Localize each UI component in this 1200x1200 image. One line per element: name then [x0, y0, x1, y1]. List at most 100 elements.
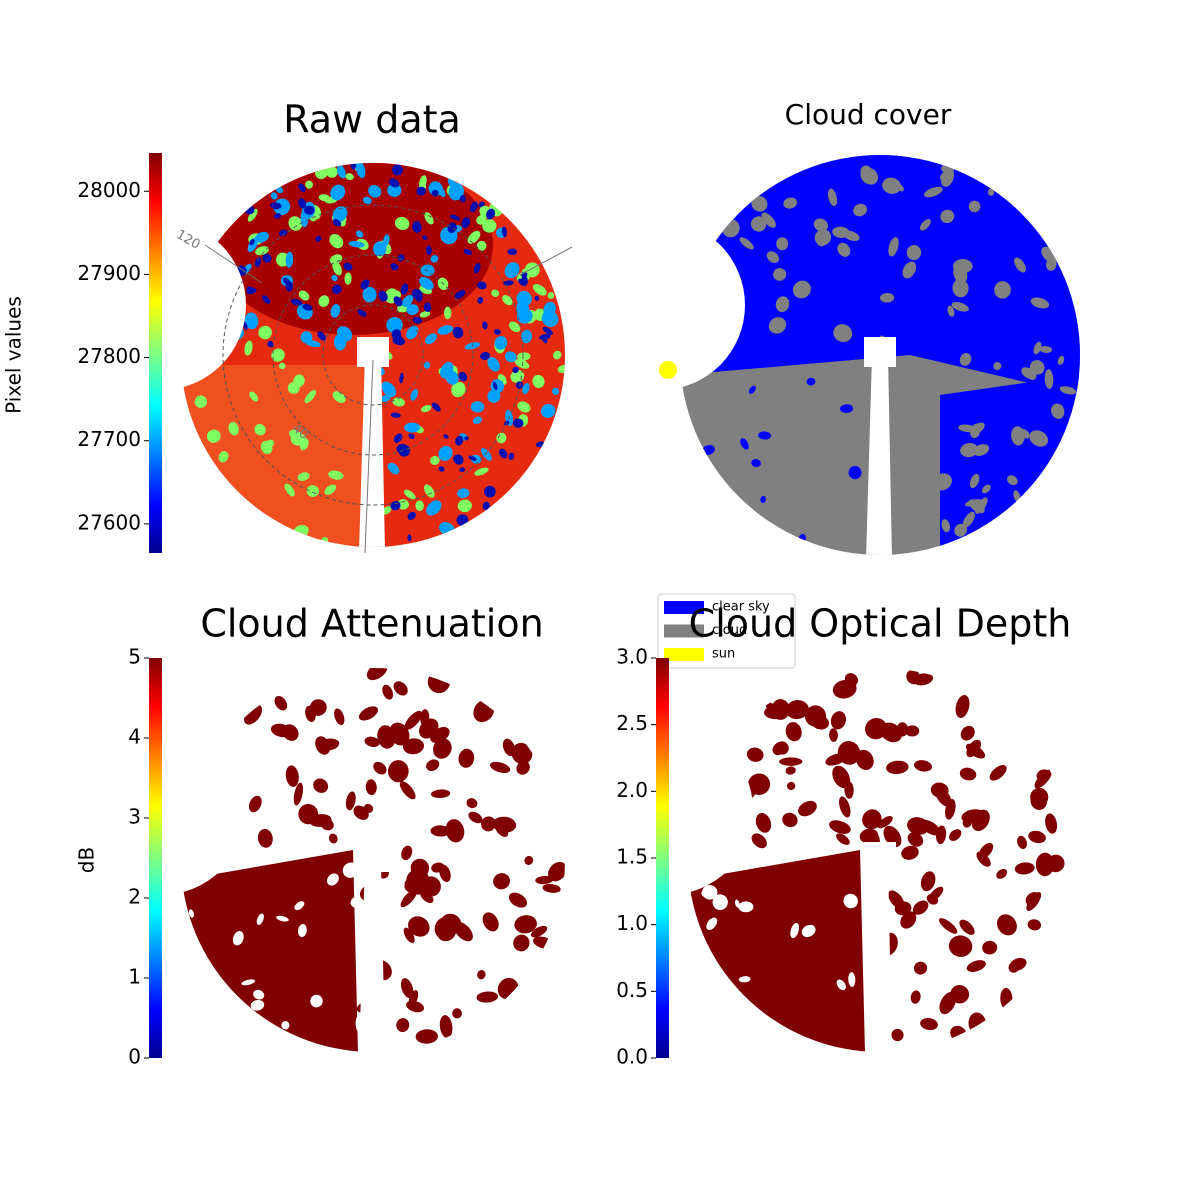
texture — [332, 261, 342, 276]
texture — [459, 467, 465, 473]
texture — [748, 385, 756, 394]
texture — [398, 444, 411, 457]
texture — [247, 208, 258, 222]
texture — [304, 205, 315, 215]
texture — [386, 316, 403, 333]
texture — [516, 760, 530, 775]
texture — [332, 206, 348, 223]
texture — [271, 348, 285, 362]
texture — [419, 718, 439, 739]
texture — [438, 466, 445, 472]
tick-label: 27600 — [77, 510, 141, 534]
texture — [327, 873, 339, 886]
legend-label: clear sky — [712, 600, 770, 615]
texture — [477, 296, 484, 304]
texture — [393, 433, 403, 443]
texture — [521, 329, 532, 344]
legend-swatch — [664, 624, 704, 638]
texture — [382, 506, 392, 515]
texture — [501, 226, 507, 238]
texture — [952, 278, 969, 298]
texture — [882, 177, 901, 194]
texture — [408, 916, 430, 937]
texture — [1057, 355, 1065, 365]
texture — [438, 445, 453, 461]
texture — [844, 781, 854, 799]
texture — [378, 290, 388, 302]
texture — [910, 990, 921, 1004]
texture — [801, 924, 816, 938]
texture — [357, 309, 367, 317]
texture — [886, 760, 909, 775]
texture — [406, 325, 419, 340]
texture — [358, 706, 378, 721]
texture — [1028, 830, 1046, 844]
texture — [813, 218, 828, 232]
texture — [334, 708, 345, 726]
texture — [923, 535, 933, 544]
texture — [404, 710, 423, 730]
texture — [318, 194, 331, 202]
tick-label: 0.0 — [616, 1045, 648, 1069]
texture — [923, 186, 943, 198]
texture — [255, 246, 269, 256]
texture — [504, 262, 520, 279]
texture — [547, 861, 565, 882]
texture — [281, 1021, 290, 1030]
texture — [896, 722, 909, 737]
texture — [344, 272, 352, 285]
texture — [412, 221, 422, 233]
texture — [907, 817, 929, 835]
sky-image — [181, 163, 565, 547]
texture — [787, 781, 796, 791]
texture — [825, 753, 847, 766]
texture — [362, 286, 377, 303]
texture — [540, 403, 556, 418]
texture — [901, 845, 919, 860]
texture — [940, 209, 955, 224]
texture — [218, 451, 229, 463]
texture — [1030, 297, 1050, 309]
texture — [250, 999, 265, 1011]
texture — [463, 249, 472, 256]
texture — [232, 931, 244, 946]
texture — [892, 182, 904, 192]
texture — [751, 459, 761, 468]
texture — [387, 462, 400, 475]
texture — [424, 484, 435, 498]
texture — [888, 237, 899, 257]
texture — [961, 809, 985, 823]
texture — [397, 499, 409, 510]
texture — [832, 765, 851, 789]
texture — [785, 722, 802, 742]
texture — [945, 798, 956, 820]
texture — [959, 919, 975, 935]
texture — [712, 894, 728, 911]
texture — [927, 886, 944, 903]
legend-label: cloud — [712, 623, 747, 638]
texture — [273, 198, 291, 216]
texture — [392, 397, 405, 407]
texture — [512, 366, 519, 373]
texture — [260, 440, 273, 455]
texture — [514, 359, 530, 369]
texture — [1030, 787, 1049, 807]
texture — [776, 237, 789, 251]
tick-label: 1 — [128, 965, 141, 989]
texture — [768, 317, 787, 334]
tick-label: 0.5 — [616, 978, 648, 1002]
texture — [360, 279, 370, 290]
polar-axis — [519, 246, 573, 276]
texture — [517, 401, 531, 413]
texture — [499, 448, 508, 459]
texture — [1009, 957, 1027, 971]
texture — [256, 913, 264, 925]
texture — [482, 221, 494, 230]
texture — [484, 485, 496, 498]
texture — [241, 979, 256, 986]
texture — [962, 511, 975, 528]
texture — [249, 391, 259, 402]
texture — [947, 305, 955, 317]
texture — [1033, 341, 1042, 355]
texture — [955, 694, 970, 719]
